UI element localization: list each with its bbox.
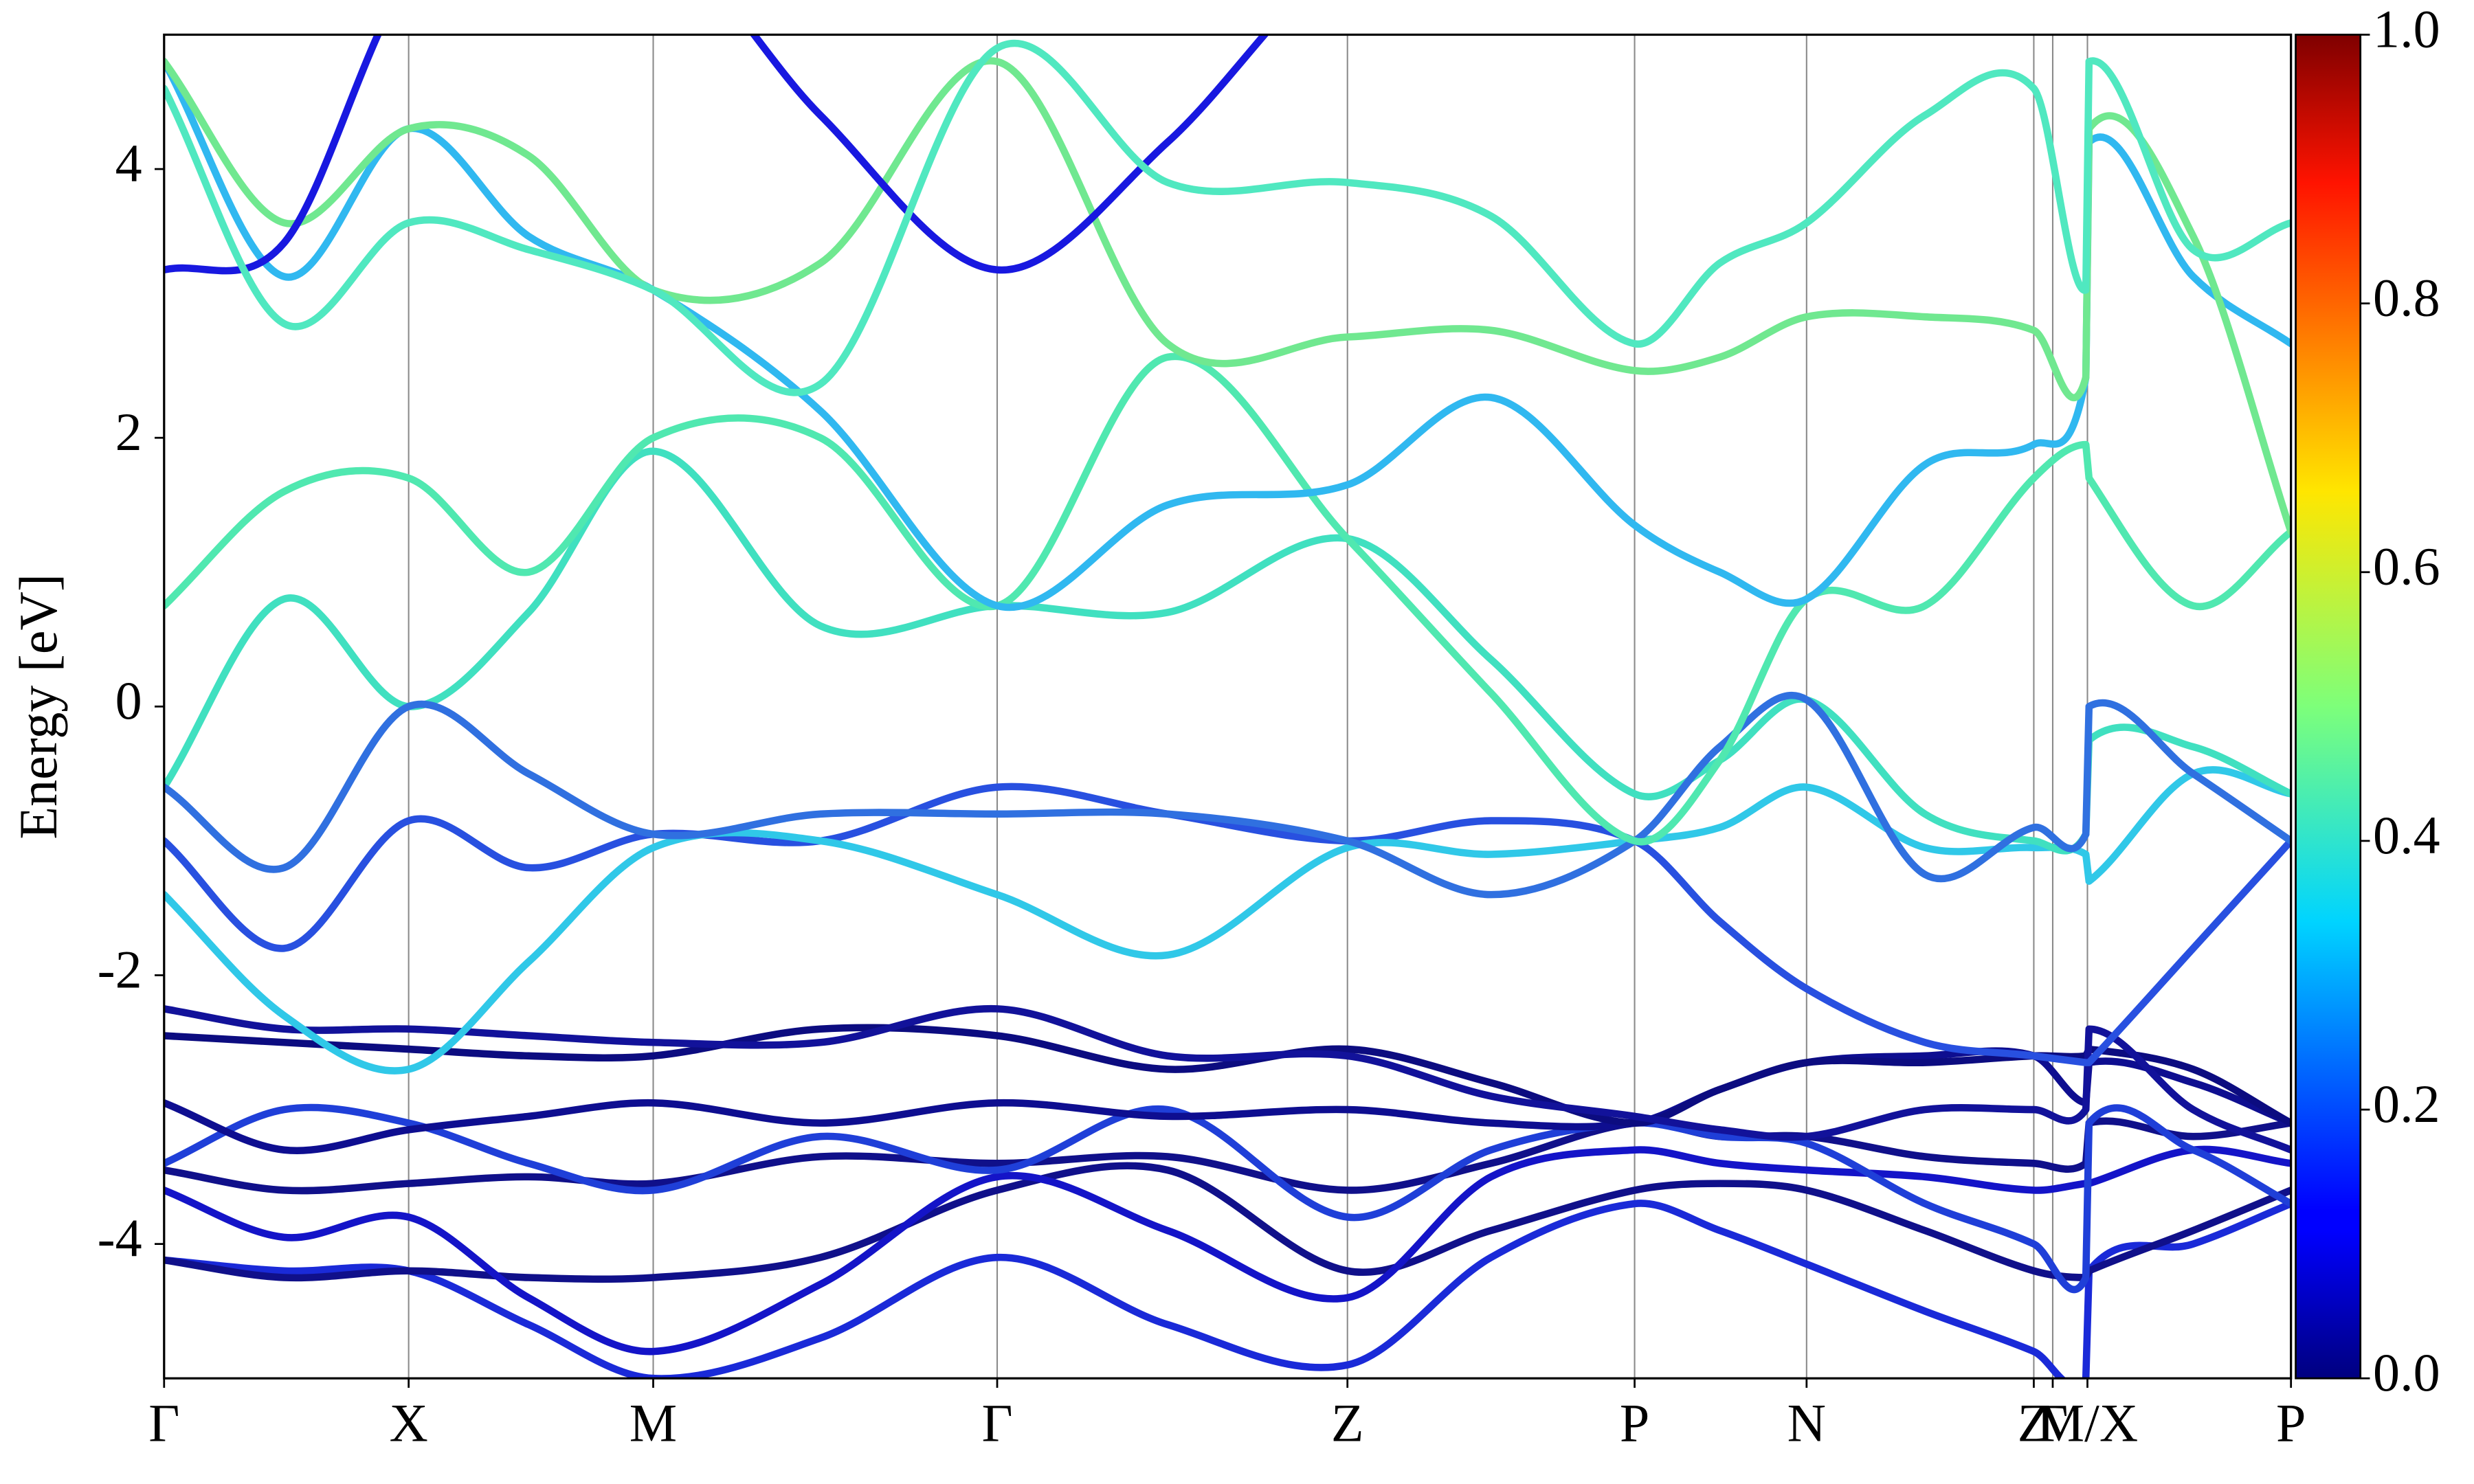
x-tick-label: M [629,1393,677,1453]
y-axis-label: Energy [eV] [8,574,68,839]
x-tick-label: Γ [981,1393,1012,1453]
y-tick-label: 4 [115,133,142,193]
x-tick-label: N [1787,1393,1826,1453]
x-tick-label: Γ [2037,1393,2068,1453]
x-tick-label: P [2276,1393,2306,1453]
band [164,58,2291,611]
x-tick-label: Z [2018,1393,2051,1453]
x-tick-label: Z [1331,1393,1364,1453]
x-tick-label: P [1620,1393,1649,1453]
colorbar-tick-label: 0.4 [2373,805,2440,865]
colorbar-tick-label: 1.0 [2373,0,2440,58]
band [164,447,2291,855]
colorbar-tick-label: 0.8 [2373,268,2440,328]
x-tick-label: Γ [148,1393,179,1453]
band [164,57,2291,536]
colorbar-tick-label: 0.0 [2373,1342,2440,1402]
band [164,692,2291,899]
band [164,1200,2291,1379]
x-tick-label: X [389,1393,427,1453]
colorbar-tick-label: 0.6 [2373,537,2440,596]
colorbar [2295,34,2362,1380]
y-tick-label: -2 [98,939,142,999]
band [164,766,2291,1075]
band [164,1117,2291,1195]
colorbar-tick-label: 0.2 [2373,1074,2440,1134]
band [164,1162,2291,1283]
band [164,1004,2291,1154]
y-tick-label: -4 [98,1208,142,1268]
x-tick-label: M/X [2037,1393,2138,1453]
band [164,1103,2291,1294]
band [164,39,2291,396]
y-tick-label: 2 [115,402,142,462]
bands [164,34,2291,1379]
band [164,1145,2291,1356]
band [164,352,2291,846]
band [164,34,1269,275]
y-tick-label: 0 [115,671,142,730]
